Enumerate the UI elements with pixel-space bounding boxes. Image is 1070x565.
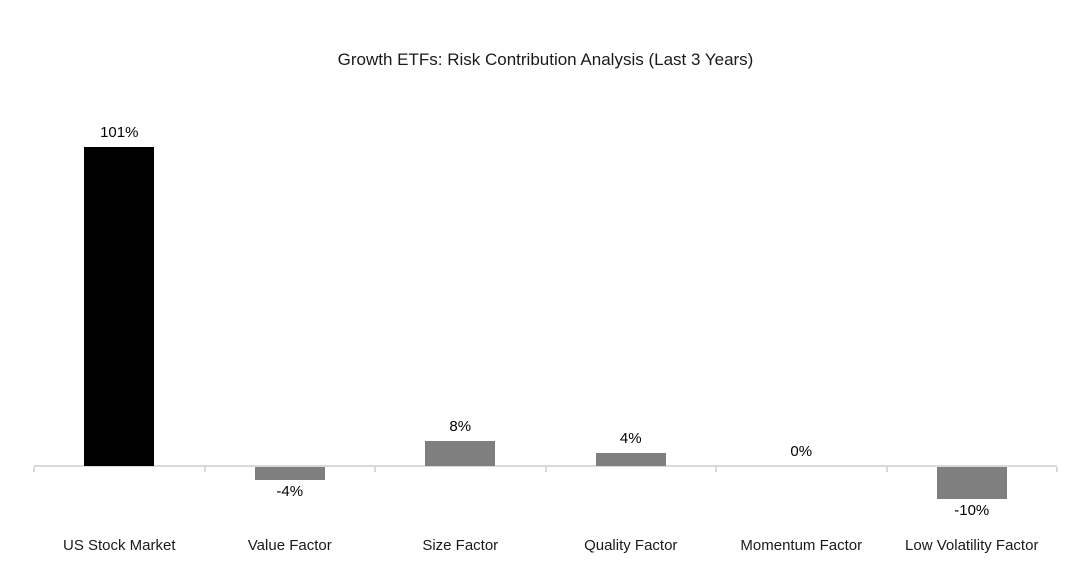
category-label: US Stock Market [62,537,176,554]
axis-tick [33,467,35,472]
category-label: Momentum Factor [740,537,863,554]
value-label: -10% [954,501,990,519]
value-label: -4% [276,482,304,500]
value-label: 4% [619,430,642,448]
value-label: 101% [100,124,139,141]
category-label: Low Volatility Factor [905,537,1039,554]
bar-4 [595,453,666,467]
x-axis-line [34,465,1057,467]
bar-1 [84,147,155,466]
value-label: 8% [449,417,472,435]
value-label: 0% [790,443,813,460]
axis-tick [885,467,888,472]
axis-tick [544,467,547,472]
category-label: Quality Factor [584,537,678,554]
axis-tick [374,467,376,472]
bar-3 [425,440,496,466]
category-label: Size Factor [422,537,499,554]
bar-6 [936,467,1007,499]
chart-title: Growth ETFs: Risk Contribution Analysis … [337,50,754,69]
axis-tick [203,467,206,472]
axis-tick [1056,467,1058,472]
bar-2 [254,467,325,480]
axis-tick [715,467,717,472]
category-label: Value Factor [247,537,332,554]
